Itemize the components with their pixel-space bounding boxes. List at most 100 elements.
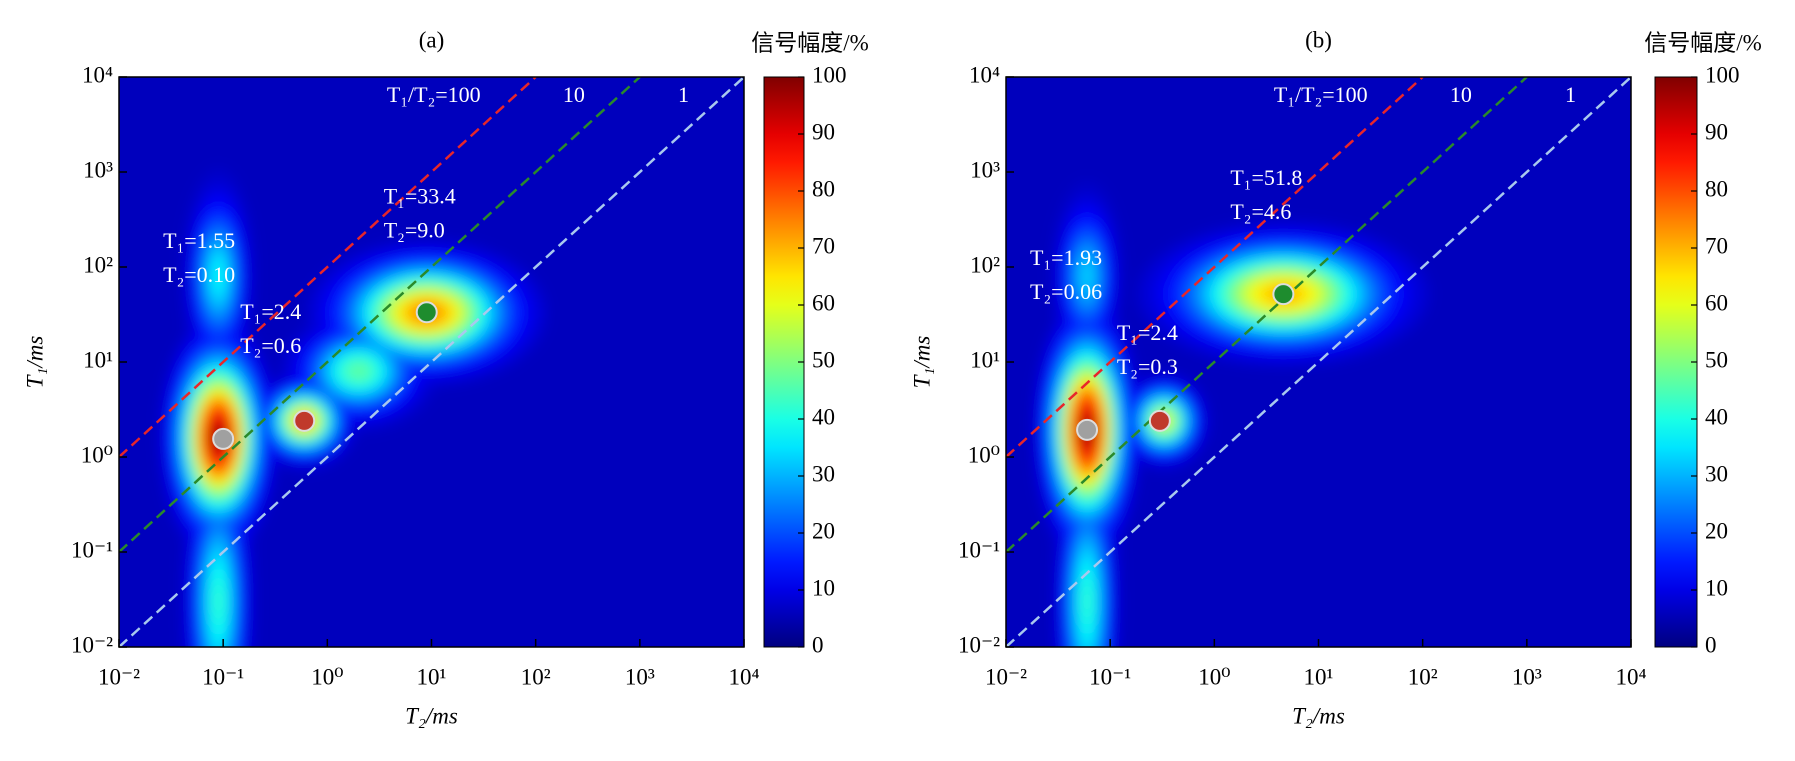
ratio-line-label: 1 xyxy=(1565,82,1576,107)
ratio-line xyxy=(1006,77,1631,647)
y-tick-label: 10³ xyxy=(83,157,113,182)
colorbar-tick-label: 30 xyxy=(1705,461,1728,486)
ratio-line xyxy=(1006,77,1528,553)
colorbar-tick-label: 20 xyxy=(812,518,835,543)
x-tick-label: 10⁰ xyxy=(311,664,343,689)
peak-annotation: T₁=1.93 xyxy=(1030,245,1102,270)
ratio-line-label: T₁/T₂=100 xyxy=(1274,82,1368,107)
chart-title: (a) xyxy=(419,27,445,52)
x-tick-label: 10⁻¹ xyxy=(1089,664,1131,689)
peak-annotation: T₁=51.8 xyxy=(1230,165,1302,190)
peak-contour xyxy=(215,588,222,616)
peak-marker xyxy=(293,409,316,432)
peak-annotation: T₂=0.3 xyxy=(1117,354,1178,379)
heatmap xyxy=(119,77,744,647)
x-tick-label: 10¹ xyxy=(417,664,447,689)
peak-marker xyxy=(415,301,438,324)
colorbar-tick-label: 70 xyxy=(812,233,835,258)
panel: T₁/T₂=100 10 1 T₁=1.93 T₂=0.06 T₁=2.4 T₂=0.3 T₁… xyxy=(909,27,1762,728)
peak-annotation: T₁=1.55 xyxy=(163,228,235,253)
peak-marker xyxy=(1148,409,1171,432)
x-tick-label: 10³ xyxy=(1512,664,1542,689)
y-tick-label: 10⁴ xyxy=(969,62,1000,87)
peak-annotation: T₂=0.10 xyxy=(163,262,235,287)
peak-marker xyxy=(1272,283,1295,306)
peak-annotation: T₂=9.0 xyxy=(384,217,445,242)
x-tick-label: 10⁻² xyxy=(98,664,140,689)
y-tick-label: 10³ xyxy=(970,157,1000,182)
y-axis-label: T₁/ms xyxy=(909,336,934,389)
colorbar-tick-label: 40 xyxy=(1705,404,1728,429)
y-tick-label: 10¹ xyxy=(970,347,1000,372)
colorbar-tick-label: 40 xyxy=(812,404,835,429)
x-tick-label: 10³ xyxy=(625,664,655,689)
colorbar-title: 信号幅度/% xyxy=(1644,30,1762,55)
colorbar-tick-label: 90 xyxy=(1705,119,1728,144)
colorbar-tick-label: 60 xyxy=(1705,290,1728,315)
colorbar-tick-label: 80 xyxy=(812,176,835,201)
colorbar-tick-label: 60 xyxy=(812,290,835,315)
y-axis-label: T₁/ms xyxy=(22,336,47,389)
heatmap-field xyxy=(119,77,744,647)
y-tick-label: 10⁰ xyxy=(81,442,113,467)
y-tick-label: 10⁰ xyxy=(968,442,1000,467)
heatmap xyxy=(1006,77,1631,647)
chart-title: (b) xyxy=(1305,27,1332,52)
colorbar-tick-label: 10 xyxy=(1705,575,1728,600)
colorbar-tick-label: 10 xyxy=(812,575,835,600)
peak-contour xyxy=(1084,588,1090,616)
peak-contour xyxy=(215,267,222,285)
x-tick-label: 10⁰ xyxy=(1198,664,1230,689)
x-tick-label: 10⁻² xyxy=(985,664,1027,689)
colorbar-title: 信号幅度/% xyxy=(751,30,869,55)
y-tick-label: 10⁻² xyxy=(71,632,113,657)
colorbar-tick-label: 90 xyxy=(812,119,835,144)
colorbar-tick-label: 80 xyxy=(1705,176,1728,201)
peak-annotation: T₂=0.6 xyxy=(240,333,301,358)
x-tick-label: 10¹ xyxy=(1304,664,1334,689)
ratio-line xyxy=(1006,77,1424,458)
ratio-line-label: 10 xyxy=(1450,82,1472,107)
ratio-line xyxy=(119,77,537,458)
colorbar-tick-label: 100 xyxy=(812,62,847,87)
ratio-line-label: 1 xyxy=(678,82,689,107)
colorbar-tick-label: 0 xyxy=(1705,632,1717,657)
x-tick-label: 10⁻¹ xyxy=(202,664,244,689)
ratio-line-label: 10 xyxy=(563,82,585,107)
colorbar-tick-label: 50 xyxy=(1705,347,1728,372)
x-axis-label: T₂/ms xyxy=(1292,703,1345,728)
ratio-line-label: T₁/T₂=100 xyxy=(387,82,481,107)
y-tick-label: 10⁻¹ xyxy=(958,537,1000,562)
peak-contour xyxy=(352,366,366,377)
colorbar xyxy=(763,76,805,648)
colorbar-tick-label: 0 xyxy=(812,632,824,657)
colorbar-tick-label: 30 xyxy=(812,461,835,486)
colorbar xyxy=(1654,76,1698,648)
y-tick-label: 10⁴ xyxy=(82,62,113,87)
y-tick-label: 10² xyxy=(83,252,113,277)
y-tick-label: 10² xyxy=(970,252,1000,277)
colorbar-tick-label: 70 xyxy=(1705,233,1728,258)
peak-contour xyxy=(1084,268,1091,284)
peak-annotation: T₁=2.4 xyxy=(240,299,301,324)
peak-annotation: T₁=2.4 xyxy=(1117,320,1178,345)
peak-annotation: T₁=33.4 xyxy=(384,183,456,208)
y-tick-label: 10⁻¹ xyxy=(71,537,113,562)
colorbar-tick-label: 100 xyxy=(1705,62,1740,87)
colorbar-tick-label: 50 xyxy=(812,347,835,372)
heatmap-field xyxy=(1006,77,1631,647)
x-axis-label: T₂/ms xyxy=(405,703,458,728)
peak-marker xyxy=(212,427,235,450)
peak-annotation: T₂=0.06 xyxy=(1030,279,1102,304)
x-tick-label: 10⁴ xyxy=(728,664,759,689)
peak-annotation: T₂=4.6 xyxy=(1230,199,1291,224)
colorbar-tick-label: 20 xyxy=(1705,518,1728,543)
y-tick-label: 10⁻² xyxy=(958,632,1000,657)
x-tick-label: 10⁴ xyxy=(1615,664,1646,689)
ratio-line xyxy=(119,77,641,553)
x-tick-label: 10² xyxy=(1408,664,1438,689)
peak-marker xyxy=(1076,418,1099,441)
ratio-line xyxy=(119,77,744,647)
